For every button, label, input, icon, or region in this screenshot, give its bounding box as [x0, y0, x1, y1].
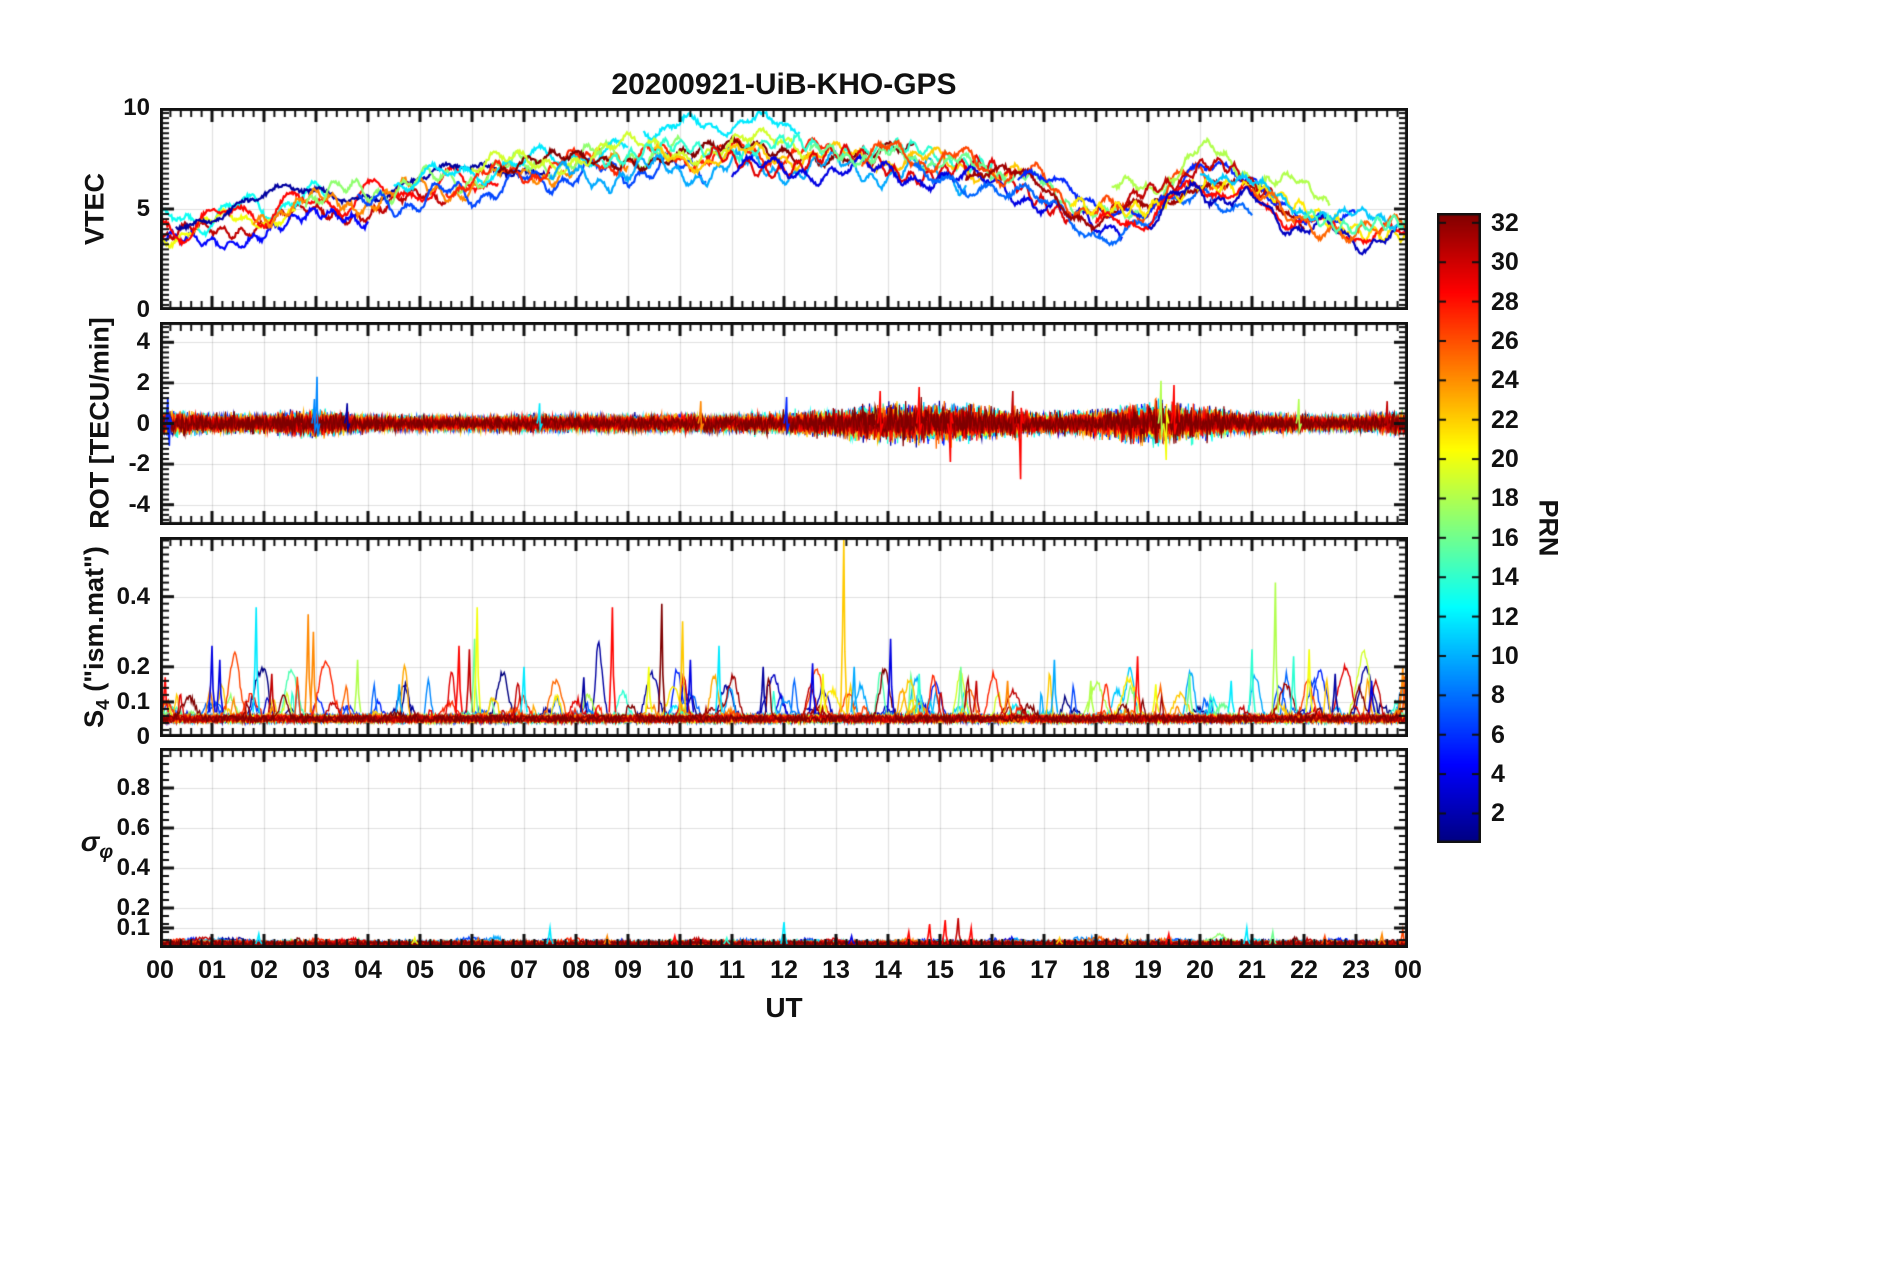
colorbar-tick-label: 10: [1491, 642, 1519, 670]
y-tick-label: 4: [136, 328, 150, 355]
sigma-phi-panel-canvas: [160, 748, 1408, 948]
x-tick-label: 00: [1394, 956, 1422, 984]
colorbar-tick-label: 16: [1491, 524, 1519, 552]
x-tick-label: 11: [718, 956, 746, 984]
x-tick-label: 02: [250, 956, 278, 984]
colorbar-tick-label: 18: [1491, 484, 1519, 512]
colorbar-tick-label: 22: [1491, 406, 1519, 434]
y-tick-label: 0.1: [116, 688, 150, 715]
x-tick-label: 16: [978, 956, 1006, 984]
y-tick-label: 0.6: [116, 814, 150, 841]
colorbar-tick-label: 28: [1491, 288, 1519, 316]
x-axis-label: UT: [765, 992, 803, 1023]
x-tick-label: 07: [510, 956, 538, 984]
x-tick-label: 04: [354, 956, 382, 984]
y-tick-label: 5: [136, 195, 150, 222]
x-tick-label: 23: [1342, 956, 1370, 984]
x-tick-label: 19: [1134, 956, 1162, 984]
x-tick-label: 09: [614, 956, 642, 984]
x-tick-label: 12: [770, 956, 798, 984]
x-tick-label: 00: [146, 956, 174, 984]
colorbar-tick-label: 14: [1491, 563, 1519, 591]
x-tick-label: 05: [406, 956, 434, 984]
y-tick-label: 0: [136, 410, 150, 437]
x-tick-label: 14: [874, 956, 902, 984]
y-tick-label: -2: [128, 450, 150, 477]
colorbar-tick-label: 26: [1491, 327, 1519, 355]
y-tick-label: 0.4: [116, 583, 150, 610]
s4-panel-canvas: [160, 537, 1408, 737]
x-tick-label: 18: [1082, 956, 1110, 984]
y-tick-label: 0.1: [116, 914, 150, 941]
x-tick-label: 17: [1030, 956, 1058, 984]
x-tick-label: 03: [302, 956, 330, 984]
chart-title: 20200921-UiB-KHO-GPS: [611, 68, 957, 101]
colorbar-canvas: [1437, 213, 1481, 843]
vtec-panel-canvas: [160, 108, 1408, 310]
y-tick-label: 2: [136, 369, 150, 396]
y-tick-label: 10: [123, 94, 150, 121]
colorbar-tick-label: 2: [1491, 799, 1505, 827]
x-tick-label: 10: [666, 956, 694, 984]
colorbar-tick-label: 24: [1491, 366, 1519, 394]
y-tick-label: 0.8: [116, 774, 150, 801]
colorbar-tick-label: 6: [1491, 721, 1505, 749]
x-tick-label: 13: [822, 956, 850, 984]
y-tick-label: 0: [136, 723, 150, 750]
y-tick-label: -4: [128, 491, 150, 518]
x-tick-label: 20: [1186, 956, 1214, 984]
x-tick-label: 22: [1290, 956, 1318, 984]
x-tick-label: 21: [1238, 956, 1266, 984]
x-tick-label: 06: [458, 956, 486, 984]
colorbar-tick-label: 32: [1491, 209, 1519, 237]
y-tick-label: 0.4: [116, 854, 150, 881]
rot-panel-canvas: [160, 322, 1408, 525]
x-tick-label: 08: [562, 956, 590, 984]
y-tick-label: 0.2: [116, 653, 150, 680]
x-tick-label: 01: [198, 956, 226, 984]
ylabel-sigma-phi: σφ: [80, 826, 114, 863]
colorbar-tick-label: 20: [1491, 445, 1519, 473]
y-tick-label: 0: [136, 296, 150, 323]
y-tick-label: 0.2: [116, 894, 150, 921]
x-tick-label: 15: [926, 956, 954, 984]
colorbar-tick-label: 12: [1491, 603, 1519, 631]
colorbar-tick-label: 4: [1491, 760, 1505, 788]
colorbar-tick-label: 30: [1491, 248, 1519, 276]
colorbar-tick-label: 8: [1491, 681, 1505, 709]
